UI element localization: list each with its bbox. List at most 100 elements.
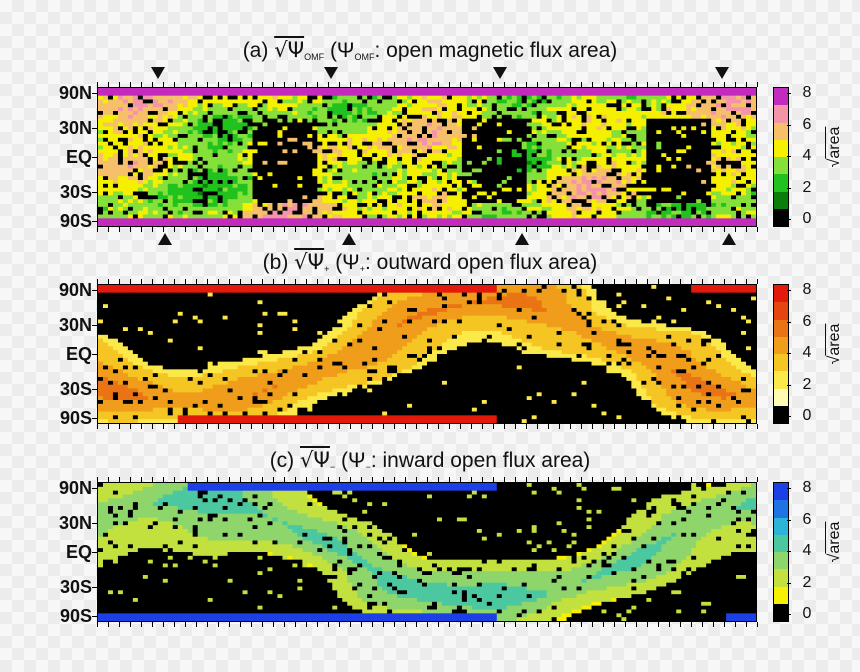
x-tick	[724, 227, 725, 232]
heatmap-cell	[98, 396, 104, 401]
heatmap-cell	[372, 203, 378, 208]
heatmap-cell	[367, 199, 373, 204]
heatmap-cell	[651, 183, 657, 189]
heatmap-cell	[117, 107, 124, 112]
heatmap-cell	[132, 222, 139, 226]
heatmap-cell	[147, 187, 154, 192]
heatmap-cell	[327, 153, 333, 158]
heatmap-cell	[511, 191, 518, 196]
heatmap-cell	[726, 107, 732, 112]
heatmap-cell	[586, 164, 592, 169]
heatmap-cell	[726, 222, 732, 226]
heatmap-cell	[471, 176, 478, 181]
heatmap-cell	[117, 199, 124, 204]
heatmap-cell	[297, 210, 303, 215]
heatmap-cell	[451, 134, 458, 139]
heatmap-cell	[481, 149, 488, 154]
heatmap-cell	[137, 214, 144, 219]
heatmap-cell	[182, 180, 189, 185]
heatmap-cell	[521, 126, 528, 131]
heatmap-cell	[506, 103, 513, 108]
heatmap-cell	[102, 153, 109, 158]
heatmap-cell	[456, 191, 463, 196]
heatmap-cell	[117, 111, 124, 116]
heatmap-cell	[506, 130, 513, 135]
heatmap-cell	[172, 187, 179, 192]
heatmap-cell	[232, 126, 238, 131]
heatmap-cell	[491, 187, 498, 192]
heatmap-cell	[98, 373, 104, 378]
heatmap-cell	[382, 160, 388, 166]
heatmap-cell	[596, 176, 602, 181]
heatmap-cell	[496, 199, 503, 204]
heatmap-cell	[611, 203, 617, 208]
heatmap-cell	[197, 160, 204, 166]
heatmap-cell	[102, 172, 109, 177]
heatmap-cell	[546, 210, 553, 215]
heatmap-cell	[686, 210, 692, 215]
heatmap-cell	[701, 107, 707, 112]
heatmap-cell	[681, 210, 687, 215]
heatmap-cell	[98, 346, 104, 351]
heatmap-cell	[317, 187, 323, 192]
heatmap-cell	[277, 203, 283, 208]
heatmap-cell	[102, 126, 109, 131]
heatmap-cell	[202, 145, 209, 150]
heatmap-cell	[212, 172, 219, 177]
heatmap-cell	[287, 95, 293, 100]
heatmap-cell	[417, 187, 423, 192]
heatmap-cell	[232, 187, 238, 192]
heatmap-cell	[531, 187, 538, 192]
heatmap-cell	[232, 222, 238, 226]
heatmap-cell	[706, 222, 712, 226]
heatmap-cell	[322, 141, 328, 146]
heatmap-cell	[422, 222, 428, 226]
heatmap-cell	[247, 176, 253, 181]
heatmap-cell	[322, 183, 328, 189]
heatmap-cell	[646, 206, 652, 212]
heatmap-cell	[566, 187, 572, 192]
heatmap-cell	[212, 168, 219, 173]
heatmap-cell	[726, 195, 732, 200]
heatmap-cell	[307, 118, 313, 123]
heatmap-cell	[377, 126, 383, 131]
heatmap-cell	[152, 180, 159, 185]
heatmap-cell	[671, 122, 677, 127]
heatmap-cell	[267, 126, 273, 131]
heatmap-cell	[641, 122, 647, 127]
heatmap-cell	[302, 203, 308, 208]
heatmap-cell	[526, 180, 533, 185]
heatmap-cell	[526, 187, 533, 192]
heatmap-cell	[132, 103, 139, 108]
heatmap-cell	[671, 206, 677, 212]
heatmap-cell	[596, 210, 602, 215]
heatmap-cell	[232, 183, 238, 189]
heatmap-cell	[706, 160, 712, 166]
heatmap-cell	[641, 187, 647, 192]
heatmap-cell	[571, 107, 577, 112]
heatmap-cell	[651, 149, 657, 154]
heatmap-cell	[407, 141, 413, 146]
heatmap-cell	[232, 191, 238, 196]
heatmap-cell	[297, 195, 303, 200]
heatmap-cell	[282, 153, 288, 158]
heatmap-cell	[501, 206, 508, 212]
heatmap-cell	[137, 99, 144, 104]
heatmap-cell	[257, 199, 263, 204]
heatmap-cell	[746, 157, 752, 162]
heatmap-cell	[182, 157, 189, 162]
heatmap-cell	[327, 168, 333, 173]
heatmap-cell	[202, 149, 209, 154]
heatmap-cell	[521, 203, 528, 208]
heatmap-cell	[227, 176, 233, 181]
heatmap-cell	[162, 180, 169, 185]
heatmap-cell	[282, 134, 288, 139]
heatmap-cell	[377, 187, 383, 192]
heatmap-cell	[407, 118, 413, 123]
heatmap-cell	[132, 91, 139, 97]
heatmap-cell	[676, 164, 682, 169]
heatmap-cell	[252, 180, 258, 185]
heatmap-cell	[252, 137, 258, 143]
heatmap-cell	[556, 222, 562, 226]
heatmap-cell	[272, 187, 278, 192]
